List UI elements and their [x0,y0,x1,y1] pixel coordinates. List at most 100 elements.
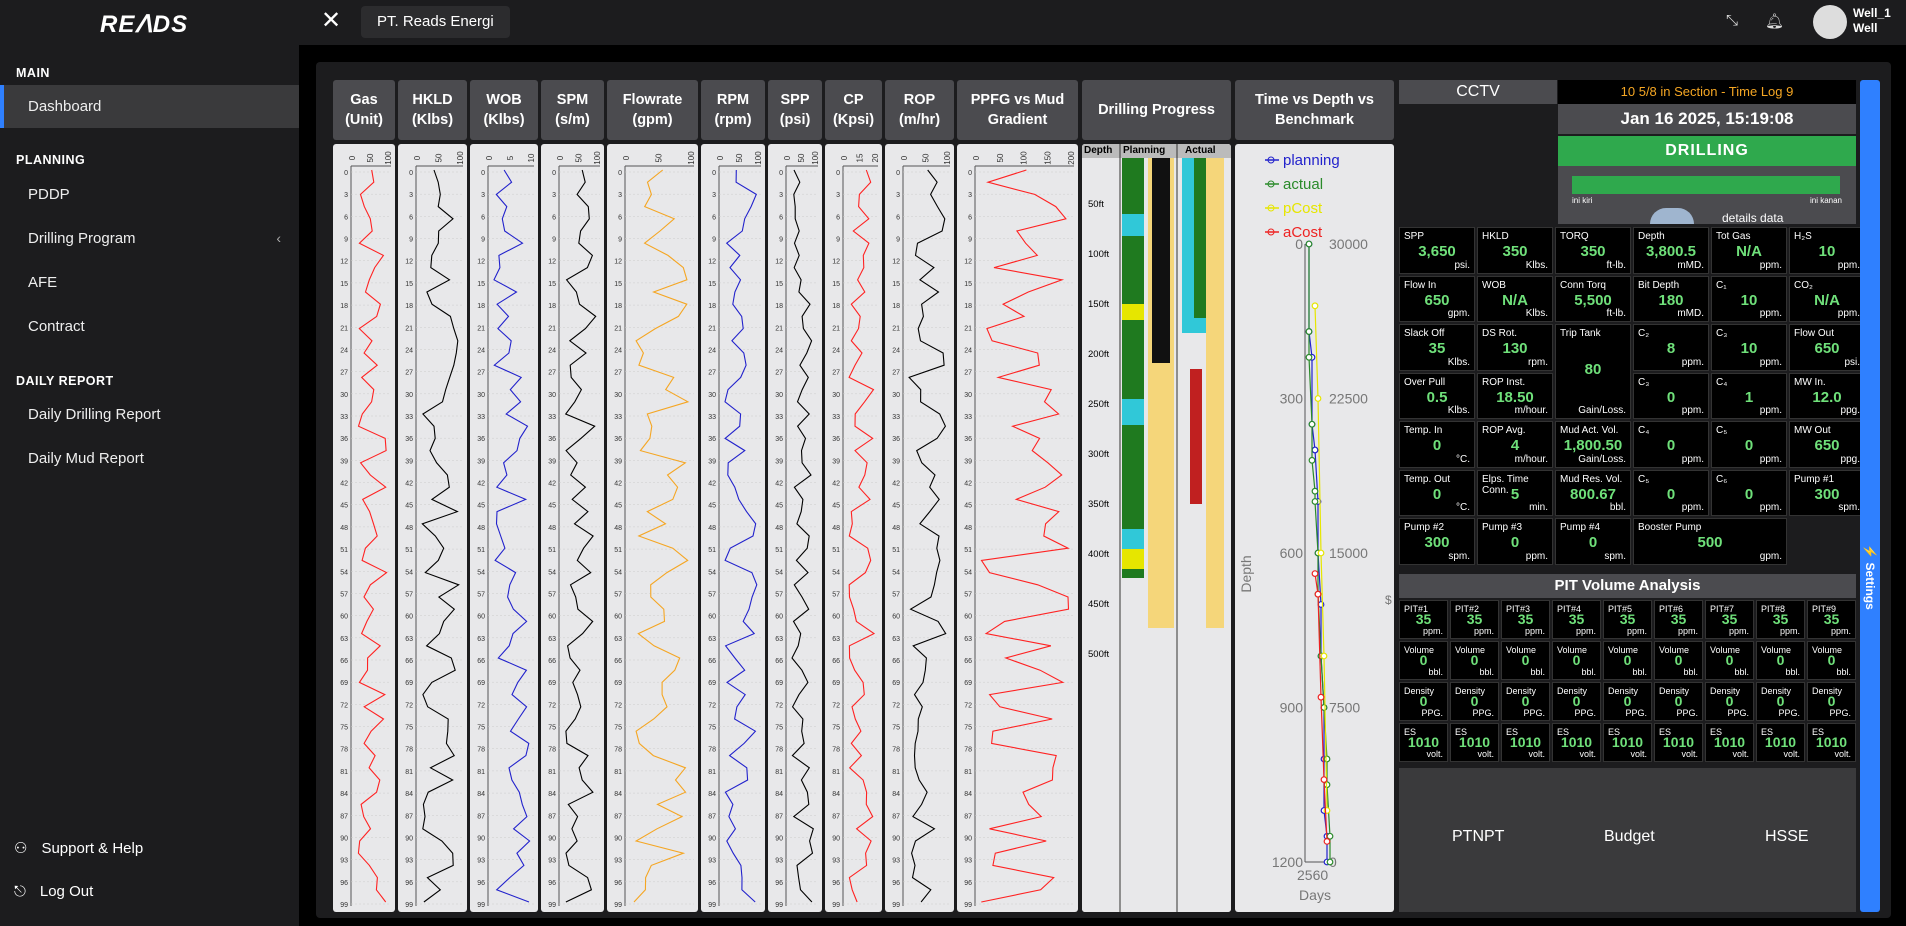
pit-label: Volume [1659,645,1690,655]
pit-unit: volt. [1630,749,1647,759]
depth-tick: 27 [614,370,622,377]
drilling-progress-panel: Drilling Progress Depth Planning Actual … [1082,80,1231,912]
budget-link[interactable]: Budget [1604,828,1655,845]
depth-tick: 90 [614,835,622,842]
sidebar-item-daily-drilling-report[interactable]: Daily Drilling Report [28,406,161,423]
depth-tick: 21 [892,325,900,332]
sidebar-item-pddp[interactable]: PDDP [28,186,70,203]
sensor-card: ROP Avg. 4 m/hour. [1477,421,1553,468]
depth-tick: 66 [775,658,783,665]
log-track: 0 15 20 0 3 6 9 12 15 18 21 24 27 30 33 36 39 42 45 48 51 54 5… [825,144,882,912]
depth-tick: 69 [614,680,622,687]
pit-unit: volt. [1834,749,1851,759]
status-progress: ini kiri ini kanan details data [1558,166,1856,225]
depth-tick: 0 [968,170,972,177]
company-tab[interactable]: PT. Reads Energi [361,6,510,38]
depth-tick: 24 [548,347,556,354]
depth-tick: 18 [832,303,840,310]
sidebar-item-daily-mud-report[interactable]: Daily Mud Report [28,450,144,467]
sensor-unit: ppm. [1681,405,1704,416]
depth-tick: 90 [548,835,556,842]
pit-label: Volume [1710,645,1741,655]
log-curve [980,169,1070,903]
ptnpt-link[interactable]: PTNPT [1452,828,1505,845]
sensor-card-trip-tank: Trip Tank 80 Gain/Loss. [1555,324,1631,419]
sidebar-item-drilling-program[interactable]: Drilling Program ‹ [0,217,299,260]
pit-unit: bbl. [1632,667,1647,677]
depth-tick: 24 [775,347,783,354]
series-point-aCost [1314,590,1322,598]
depth-tick: 9 [836,237,840,244]
scale-tick: 100 [754,151,763,165]
sensor-value: 80 [1584,361,1602,378]
x-axis-label: Days [1299,887,1331,903]
depth-tick: 54 [405,569,413,576]
sidebar: REᐱDS MAIN Dashboard PLANNING PDDP Drill… [0,0,299,926]
sidebar-item-contract[interactable]: Contract [28,318,85,335]
depth-tick: 30 [548,392,556,399]
depth-tick: 45 [892,503,900,510]
series-point-actual [1323,755,1331,763]
pit-label: PIT#2 [1455,604,1480,614]
series-line-pCost [1314,305,1328,811]
sensor-card: Pump #2 300 spm. [1399,518,1475,565]
y2-axis-label: $ [1385,593,1392,607]
sensor-label: MW Out [1794,425,1831,436]
depth-tick: 36 [477,436,485,443]
depth-tick: 24 [708,347,716,354]
pit-cell: Density 0 PPG. [1552,682,1601,721]
sensor-card: Flow Out 650 psi. [1789,324,1865,371]
depth-tick: 57 [340,591,348,598]
depth-tick: 87 [340,813,348,820]
depth-tick: 96 [548,880,556,887]
sensor-unit: m/hour. [1514,405,1548,416]
support-link[interactable]: ⚇ Support & Help [14,839,143,858]
depth-tick: 3 [779,192,783,199]
depth-tick: 81 [405,769,413,776]
sensor-card: Temp. Out 0 °C. [1399,469,1475,516]
depth-tick: 60 [775,614,783,621]
close-icon[interactable]: ✕ [321,7,342,34]
logout-icon: ⎋ [14,883,26,900]
scale-tick: 50 [922,153,931,162]
depth-tick: 90 [477,835,485,842]
pit-cell: ES 1010 volt. [1705,723,1754,762]
settings-button[interactable]: ⚡ Settings [1860,80,1880,912]
depth-tick: 96 [775,880,783,887]
series-point-pCost [1314,395,1322,402]
sensor-card: C₄ 0 ppm. [1633,421,1709,468]
sensor-label: Booster Pump [1638,522,1702,533]
pit-value: 1010 [1509,734,1542,750]
dp-header-depth: Depth [1084,145,1113,156]
avatar[interactable] [1813,5,1847,39]
depth-tick: 3 [712,192,716,199]
sensor-unit: Klbs. [1525,259,1548,271]
depth-tick: 18 [708,303,716,310]
pit-label: Volume [1557,645,1588,655]
pit-cell: ES 1010 volt. [1552,723,1601,762]
depth-tick: 72 [405,702,413,709]
depth-tick: 48 [832,525,840,532]
depth-tick: 69 [340,680,348,687]
logout-link[interactable]: ⎋ Log Out [14,883,93,900]
depth-tick: 60 [548,614,556,621]
hsse-link[interactable]: HSSE [1765,828,1809,845]
depth-tick: 99 [548,902,556,909]
fullscreen-icon[interactable]: ⤡ [1726,12,1739,29]
pit-unit: ppm. [1473,626,1494,636]
sidebar-item-afe[interactable]: AFE [28,274,58,291]
cctv-title[interactable]: CCTV [1399,80,1557,104]
details-data-label[interactable]: details data [1722,211,1784,225]
pit-value: 35 [1619,611,1636,627]
sensor-card: CO₂ N/A ppm. [1789,275,1865,322]
bell-icon[interactable]: 🔔︎ [1765,13,1785,30]
sidebar-item-dashboard[interactable]: Dashboard [0,85,299,128]
sensor-label: Tot Gas [1716,231,1751,242]
depth-tick: 87 [405,813,413,820]
depth-tick: 81 [892,769,900,776]
log-track: 0 50 100 0 3 6 9 12 15 18 21 24 27 30 33 36 39 42 45 48 51 54… [607,144,698,912]
depth-tick: 30 [964,392,972,399]
depth-tick: 48 [548,525,556,532]
pit-value: 1010 [1458,734,1491,750]
sensor-card: Pump #1 300 spm. [1789,469,1865,516]
